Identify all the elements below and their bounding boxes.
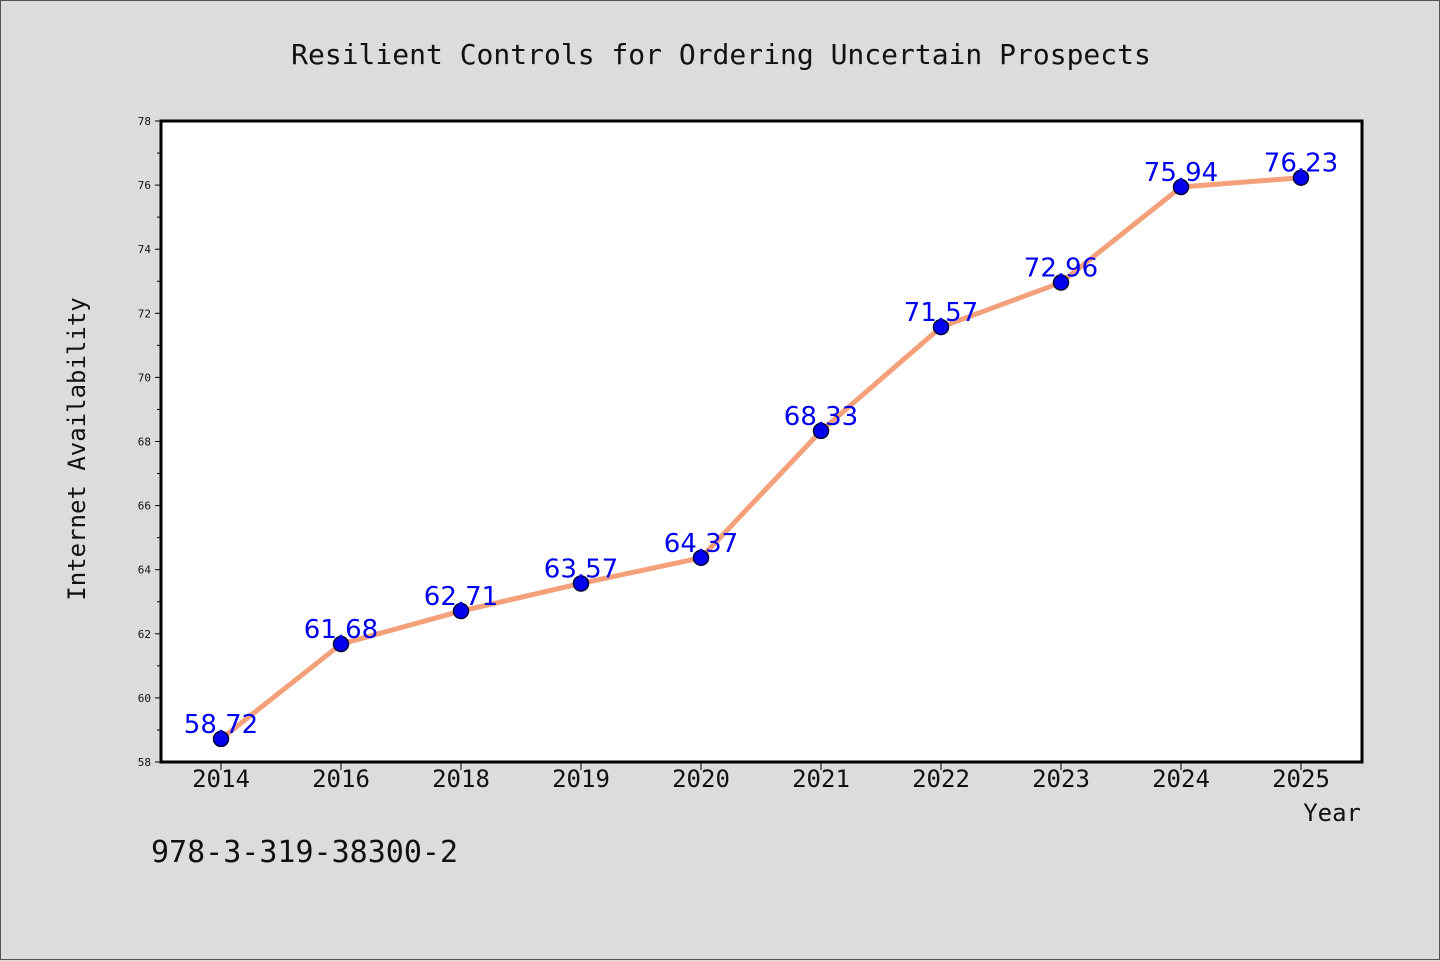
series-line-group: [218, 175, 1304, 742]
x-tick-label: 2018: [432, 765, 490, 793]
data-label: 72.96: [1024, 254, 1098, 284]
data-point: [1172, 178, 1190, 196]
plot-area: [159, 119, 1364, 764]
data-label: 75.94: [1144, 158, 1218, 188]
y-tick-label: 60: [138, 692, 151, 705]
data-point: [1052, 274, 1070, 291]
series-line: [218, 175, 1304, 742]
y-axis-label: Internet Availability: [63, 297, 91, 600]
x-tick-label: 2014: [192, 765, 250, 793]
y-tick-label: 62: [138, 628, 151, 641]
data-point: [212, 730, 230, 748]
x-tick-label: 2016: [312, 765, 370, 793]
y-tick-label: 70: [138, 371, 151, 384]
x-tick-label: 2020: [672, 765, 730, 793]
data-label: 62.71: [424, 582, 498, 612]
data-point: [812, 422, 830, 440]
data-label: 64.37: [664, 529, 738, 559]
data-point: [452, 602, 470, 620]
data-label: 58.72: [184, 710, 258, 740]
y-axis-ticks: 58 60 62 64 66 68 70 72 74 76 78: [138, 115, 161, 769]
data-point: [692, 549, 710, 567]
data-point: [572, 575, 590, 592]
y-tick-label: 78: [138, 115, 151, 128]
y-tick-label: 64: [138, 564, 152, 577]
data-labels: 58.72 61.68 62.71 63.57 64.37 68.33 71.57 72.96…: [184, 149, 1338, 740]
y-tick-label: 66: [138, 500, 151, 513]
chart-title: Resilient Controls for Ordering Uncertai…: [291, 38, 1151, 71]
data-label: 68.33: [784, 402, 858, 432]
data-point: [1292, 169, 1310, 186]
y-tick-label: 76: [138, 179, 151, 192]
data-point: [932, 318, 950, 336]
y-tick-label: 72: [138, 307, 151, 320]
x-tick-label: 2022: [912, 765, 970, 793]
series-markers: [212, 169, 1310, 748]
x-tick-label: 2023: [1032, 765, 1090, 793]
data-label: 76.23: [1264, 149, 1338, 179]
data-label: 63.57: [544, 554, 618, 584]
footer-code: 978-3-319-38300-2: [151, 835, 459, 870]
data-point: [332, 635, 350, 653]
data-label: 71.57: [904, 298, 978, 328]
x-axis-label: Year: [1303, 799, 1361, 827]
x-tick-label: 2025: [1272, 765, 1330, 793]
data-label: 61.68: [304, 615, 378, 645]
x-tick-label: 2019: [552, 765, 610, 793]
x-tick-label: 2024: [1152, 765, 1210, 793]
y-tick-label: 58: [138, 756, 151, 769]
y-tick-label: 68: [138, 436, 151, 449]
x-axis-ticks: 2014 2016 2018 2019 2020 2021 2022 2023 2024 2025: [192, 762, 1330, 793]
x-tick-label: 2021: [792, 765, 850, 793]
y-tick-label: 74: [138, 243, 152, 256]
